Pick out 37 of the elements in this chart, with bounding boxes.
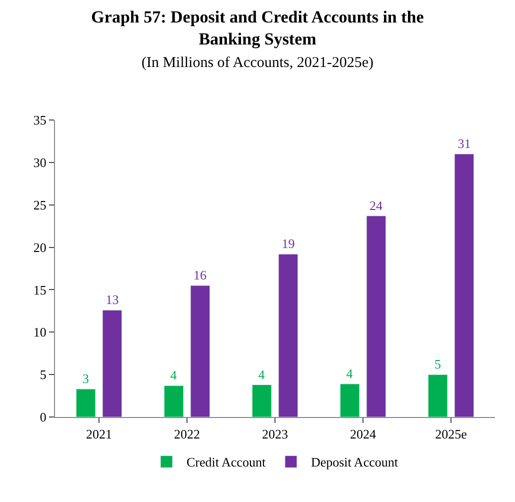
bar [102, 310, 122, 417]
bar [428, 374, 448, 417]
y-tick-label: 25 [33, 197, 46, 212]
legend-label: Deposit Account [310, 454, 398, 470]
x-tick-label: 2025e [435, 426, 468, 442]
data-label: 19 [282, 236, 295, 252]
y-tick-label: 20 [33, 240, 46, 255]
data-label: 4 [346, 366, 354, 381]
bar [76, 388, 96, 417]
x-tick-label: 2024 [350, 426, 376, 442]
x-tick-label: 2023 [262, 426, 288, 442]
y-tick-label: 10 [33, 324, 46, 340]
bar [454, 154, 474, 417]
y-tick-label: 5 [40, 367, 46, 382]
data-label: 24 [369, 198, 383, 213]
bar [340, 384, 360, 417]
chart-title: Graph 57: Deposit and Credit Accounts in the Banking System [91, 8, 424, 49]
y-tick-label: 0 [40, 410, 46, 425]
data-label: 13 [106, 292, 119, 308]
y-tick-label: 35 [33, 112, 46, 128]
x-tick-label: 2021 [86, 426, 112, 442]
data-label: 4 [258, 366, 266, 382]
chart-subtitle: (In Millions of Accounts, 2021-2025e) [141, 54, 374, 71]
bar [366, 216, 386, 417]
x-tick-label: 2022 [174, 426, 200, 442]
bar [252, 384, 272, 417]
y-tick-label: 15 [33, 282, 46, 298]
data-label: 4 [170, 368, 178, 383]
data-label: 16 [193, 267, 207, 282]
data-label: 3 [82, 371, 90, 386]
bar [278, 254, 298, 417]
bar [164, 385, 184, 417]
bar [190, 285, 210, 417]
y-tick-label: 30 [33, 154, 46, 170]
legend-label: Credit Account [186, 454, 266, 470]
data-label: 5 [434, 356, 442, 372]
data-label: 31 [458, 136, 471, 151]
